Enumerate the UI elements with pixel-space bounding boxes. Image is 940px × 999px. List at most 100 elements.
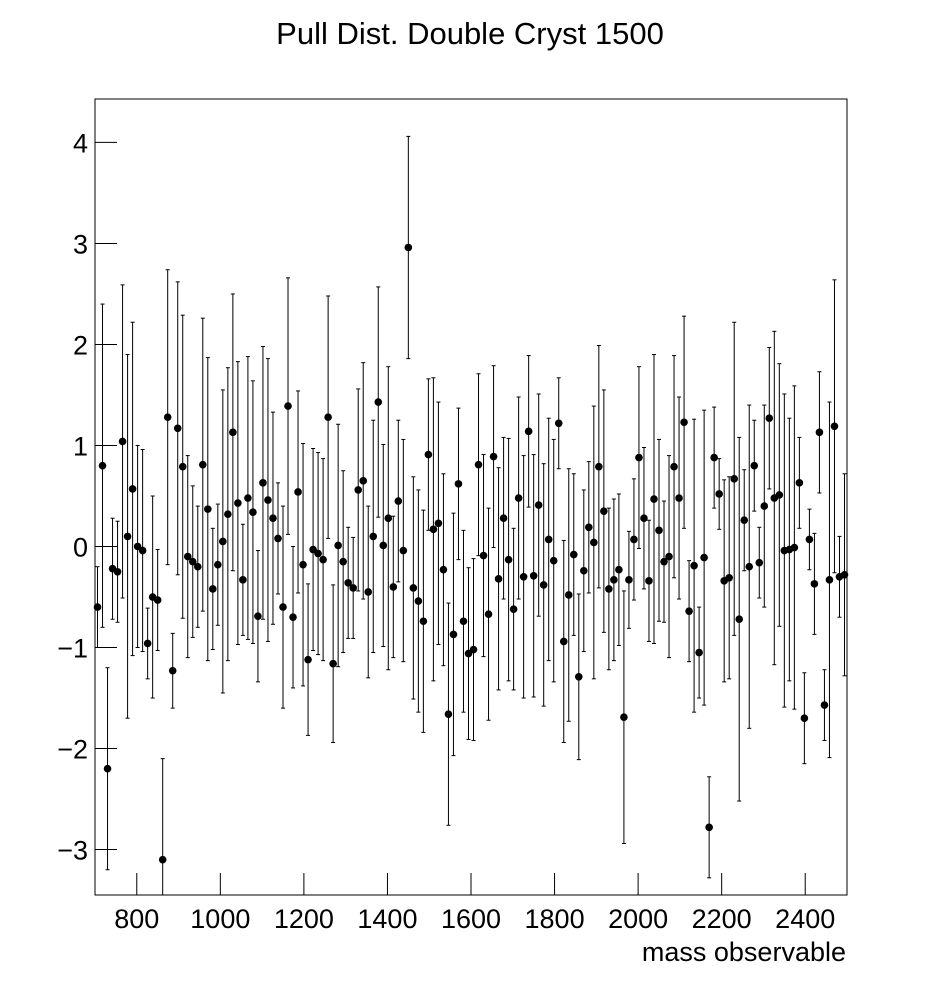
- data-point: [630, 535, 638, 544]
- data-point: [244, 494, 252, 502]
- data-point: [534, 501, 543, 509]
- chart-title: Pull Dist. Double Cryst 1500: [276, 16, 664, 51]
- data-point: [209, 585, 217, 593]
- data-point: [319, 555, 327, 564]
- data-point: [615, 565, 623, 574]
- data-point: [384, 514, 393, 523]
- data-point: [158, 855, 167, 864]
- data-point: [790, 543, 799, 552]
- data-point: [695, 648, 703, 657]
- data-point: [334, 541, 342, 550]
- data-point: [825, 576, 834, 584]
- x-tick-label: 2200: [692, 904, 752, 934]
- y-tick-label: 4: [73, 128, 88, 158]
- data-point: [610, 576, 618, 584]
- data-point: [374, 398, 383, 406]
- data-point: [249, 508, 257, 516]
- data-point: [655, 526, 663, 535]
- data-point: [680, 418, 688, 427]
- data-point: [163, 413, 172, 421]
- data-point: [98, 461, 107, 470]
- data-point: [715, 490, 723, 498]
- data-point: [489, 452, 498, 461]
- data-point: [314, 549, 322, 558]
- x-tick-label: 1200: [274, 904, 334, 934]
- data-point: [289, 613, 297, 622]
- x-tick-label: 1800: [525, 904, 585, 934]
- data-point: [349, 584, 357, 592]
- data-point: [554, 419, 563, 428]
- x-tick-label: 2400: [775, 904, 835, 934]
- data-point: [168, 666, 177, 675]
- data-point: [539, 581, 548, 589]
- data-point: [329, 659, 337, 668]
- data-point: [153, 596, 162, 604]
- data-point: [454, 480, 463, 488]
- data-point: [339, 557, 347, 566]
- data-point: [419, 617, 428, 626]
- data-point: [229, 428, 237, 437]
- data-point: [123, 532, 132, 541]
- data-point: [183, 552, 192, 561]
- data-point: [625, 576, 633, 584]
- data-point: [404, 243, 413, 252]
- data-point: [569, 550, 578, 559]
- data-point: [605, 585, 613, 593]
- data-point: [735, 615, 744, 624]
- data-point: [815, 428, 824, 437]
- x-tick-label: 800: [114, 904, 159, 934]
- data-point: [259, 479, 267, 487]
- data-point: [204, 505, 212, 513]
- data-point: [745, 562, 754, 571]
- data-point: [294, 488, 302, 496]
- data-point: [284, 402, 292, 410]
- data-point: [434, 519, 443, 528]
- data-point: [103, 764, 112, 773]
- data-point: [650, 495, 658, 503]
- data-point: [549, 556, 558, 565]
- data-point: [224, 510, 232, 518]
- data-point: [740, 516, 749, 525]
- data-point: [324, 413, 332, 421]
- y-tick-label: 0: [73, 532, 88, 562]
- data-point: [424, 450, 433, 459]
- x-tick-label: 1000: [190, 904, 250, 934]
- data-point: [685, 607, 693, 615]
- x-tick-label: 1600: [441, 904, 501, 934]
- data-point: [239, 576, 247, 584]
- data-point: [494, 575, 503, 583]
- y-tick-label: 3: [73, 229, 88, 259]
- data-point: [444, 710, 453, 718]
- data-point: [760, 502, 769, 510]
- data-point: [544, 535, 553, 544]
- data-point: [118, 437, 127, 446]
- data-point: [113, 567, 122, 576]
- data-point: [499, 514, 508, 523]
- data-point: [354, 486, 363, 494]
- data-point: [479, 551, 488, 560]
- data-point: [269, 514, 277, 523]
- data-point: [620, 713, 628, 722]
- data-point: [474, 460, 483, 469]
- data-point: [805, 535, 814, 544]
- data-point: [264, 496, 272, 504]
- data-point: [234, 499, 242, 507]
- data-point: [389, 583, 398, 591]
- data-point: [439, 565, 448, 574]
- data-point: [279, 603, 287, 611]
- y-tick-label: −3: [57, 836, 88, 866]
- data-point: [775, 491, 784, 499]
- y-tick-label: 2: [73, 330, 88, 360]
- data-point: [394, 497, 403, 505]
- data-point: [830, 422, 839, 431]
- data-point: [595, 462, 603, 471]
- data-point: [214, 560, 222, 569]
- data-point: [344, 579, 352, 587]
- data-point: [509, 605, 518, 613]
- data-point: [188, 557, 197, 566]
- data-point: [574, 673, 583, 681]
- data-point: [529, 571, 538, 580]
- data-point: [564, 591, 573, 599]
